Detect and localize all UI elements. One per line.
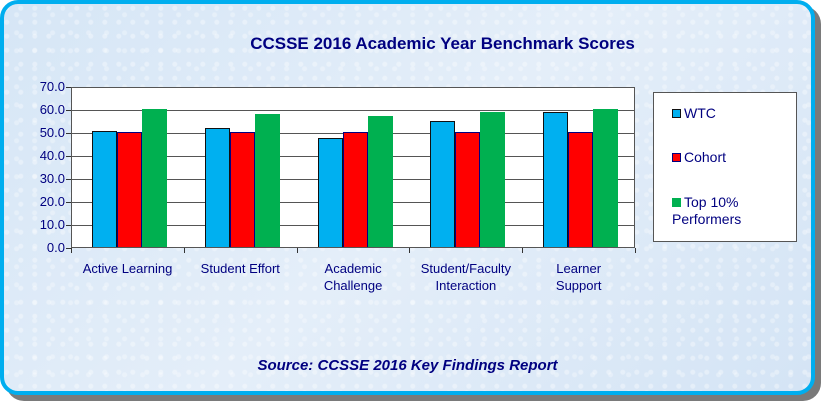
bar-top	[254, 113, 280, 247]
y-tick-mark	[66, 248, 71, 249]
y-tick-mark	[66, 110, 71, 111]
y-tick-mark	[66, 225, 71, 226]
bar-wtc	[204, 128, 230, 247]
legend-item-top10: Top 10% Performers	[672, 194, 741, 228]
bar-wtc	[430, 120, 456, 247]
y-tick-label: 0.0	[46, 240, 65, 255]
x-tick-mark	[409, 248, 411, 253]
y-tick-label: 60.0	[39, 102, 65, 117]
bar-top	[480, 111, 506, 247]
chart-title: CCSSE 2016 Academic Year Benchmark Score…	[250, 34, 635, 53]
y-tick-label: 50.0	[39, 125, 65, 140]
y-tick-label: 10.0	[39, 217, 65, 232]
x-tick-mark	[635, 248, 636, 253]
bar-wtc	[543, 112, 569, 247]
bar-cohort	[455, 132, 481, 247]
bar-wtc	[92, 131, 117, 247]
bar-cohort	[568, 132, 594, 247]
cohort-swatch-icon	[672, 153, 681, 162]
x-tick-mark	[183, 248, 185, 253]
x-tick-label: Student/Faculty Interaction	[420, 261, 512, 293]
x-tick-label: Student Effort	[200, 261, 280, 276]
x-tick-label: Learner Support	[555, 261, 602, 293]
y-tick-mark	[66, 179, 71, 180]
x-tick-mark	[522, 248, 524, 253]
legend-label: Performers	[672, 211, 742, 227]
y-tick-label: 20.0	[39, 194, 65, 209]
gridline	[72, 110, 634, 111]
y-tick-mark	[66, 202, 71, 203]
legend: WTC Cohort Top 10% Performers	[653, 92, 797, 242]
y-tick-label: 40.0	[39, 148, 65, 163]
plot-area	[71, 87, 635, 248]
bar-cohort	[117, 132, 142, 247]
y-tick-mark	[66, 133, 71, 134]
source-note: Source: CCSSE 2016 Key Findings Report	[257, 357, 558, 374]
legend-item-wtc: WTC	[672, 105, 716, 122]
x-tick-mark	[296, 248, 298, 253]
bar-top	[593, 109, 619, 247]
wtc-swatch-icon	[672, 109, 681, 118]
bar-top	[367, 115, 393, 247]
y-tick-label: 30.0	[39, 171, 65, 186]
bar-cohort	[229, 132, 255, 247]
legend-label: Cohort	[684, 149, 727, 165]
x-tick-label: Active Learning	[82, 261, 173, 276]
x-tick-mark	[71, 248, 72, 253]
legend-label: WTC	[684, 105, 716, 121]
bar-wtc	[317, 137, 343, 247]
bar-cohort	[342, 132, 368, 247]
bar-top	[142, 109, 167, 247]
x-tick-label: Academic Challenge	[323, 261, 383, 293]
top10-swatch-icon	[672, 198, 681, 207]
y-tick-mark	[66, 87, 71, 88]
y-tick-mark	[66, 156, 71, 157]
legend-label: Top 10%	[684, 194, 739, 210]
legend-item-cohort: Cohort	[672, 149, 726, 166]
y-tick-label: 70.0	[39, 79, 65, 94]
